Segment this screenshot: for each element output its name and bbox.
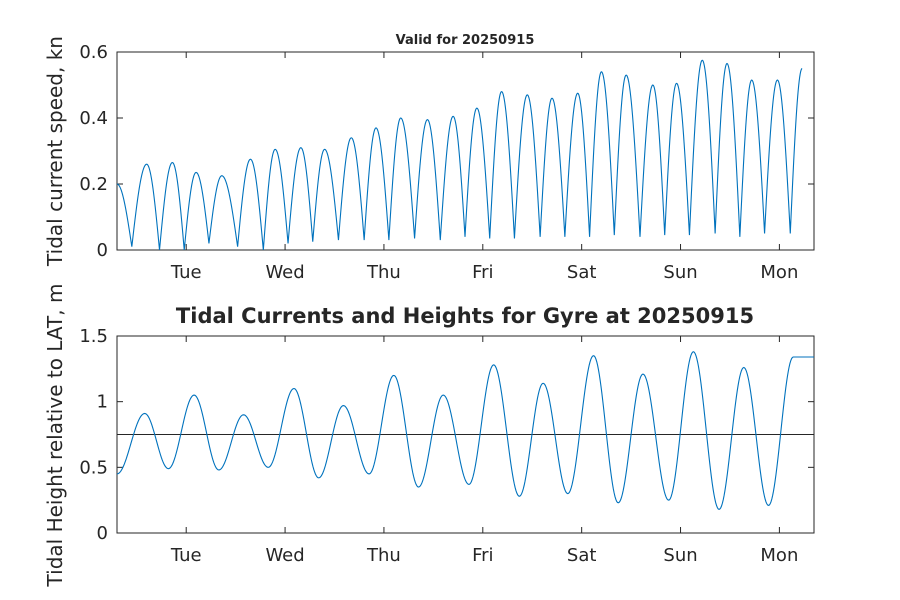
current-speed-axes: Valid for 20250915 Tidal current speed, …: [43, 33, 815, 283]
ytick-label: 0: [97, 523, 108, 544]
current-speed-xticks: Tue Wed Thu Fri Sat Sun Mon: [170, 52, 798, 283]
current-speed-title: Valid for 20250915: [396, 33, 535, 48]
xtick-label: Fri: [472, 262, 493, 283]
tidal-height-series-line: [116, 351, 814, 510]
ytick-label: 0: [97, 240, 108, 261]
xtick-label: Tue: [170, 262, 202, 283]
ytick-label: 1: [97, 392, 108, 413]
current-speed-ylabel: Tidal current speed, kn: [43, 36, 67, 267]
xtick-label: Sat: [567, 262, 597, 283]
ytick-label: 1.5: [79, 326, 108, 347]
xtick-label: Wed: [265, 545, 304, 566]
tidal-height-title: Tidal Currents and Heights for Gyre at 2…: [176, 304, 754, 328]
xtick-label: Sat: [567, 545, 597, 566]
tidal-height-ylabel: Tidal Height relative to LAT, m: [43, 284, 67, 588]
xtick-label: Fri: [472, 545, 493, 566]
ytick-label: 0.2: [79, 174, 108, 195]
ytick-label: 0.4: [79, 108, 108, 129]
tidal-height-yticks: 0 0.5 1 1.5: [79, 326, 814, 544]
xtick-label: Sun: [663, 262, 697, 283]
ytick-label: 0.6: [79, 42, 108, 63]
current-speed-series-line: [116, 59, 803, 251]
xtick-label: Sun: [663, 545, 697, 566]
tidal-height-xticks: Tue Wed Thu Fri Sat Sun Mon: [170, 336, 798, 566]
xtick-label: Mon: [760, 262, 798, 283]
current-speed-yticks: 0 0.2 0.4 0.6: [79, 42, 814, 261]
tidal-height-axes: Tidal Currents and Heights for Gyre at 2…: [43, 284, 815, 588]
xtick-label: Thu: [366, 262, 401, 283]
xtick-label: Thu: [366, 545, 401, 566]
xtick-label: Tue: [170, 545, 202, 566]
ytick-label: 0.5: [79, 457, 108, 478]
xtick-label: Mon: [760, 545, 798, 566]
xtick-label: Wed: [265, 262, 304, 283]
